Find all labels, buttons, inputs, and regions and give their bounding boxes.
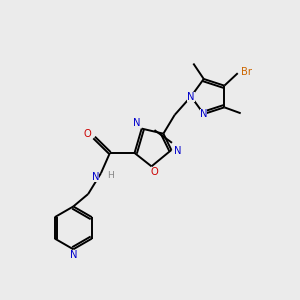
- Text: N: N: [133, 118, 140, 128]
- Text: N: N: [187, 92, 195, 101]
- Text: H: H: [107, 171, 114, 180]
- Text: O: O: [84, 129, 92, 139]
- Text: N: N: [200, 109, 208, 119]
- Text: Br: Br: [241, 67, 252, 77]
- Text: N: N: [70, 250, 77, 260]
- Text: N: N: [174, 146, 182, 157]
- Text: N: N: [92, 172, 99, 182]
- Text: O: O: [151, 167, 158, 177]
